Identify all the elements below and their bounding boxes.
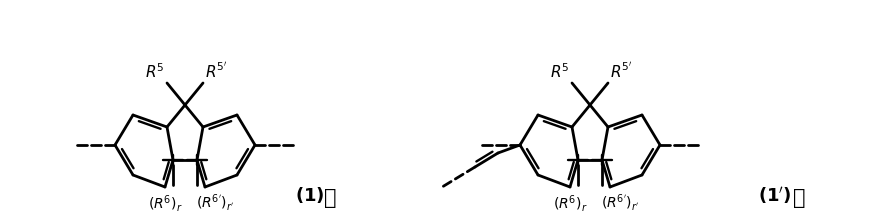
Text: $(R^{6'})_{r'}$: $(R^{6'})_{r'}$: [601, 193, 639, 213]
Text: $R^5$: $R^5$: [550, 62, 570, 81]
Text: $\mathbf{(1)}$: $\mathbf{(1)}$: [296, 185, 324, 205]
Text: $R^{5'}$: $R^{5'}$: [610, 62, 632, 81]
Text: $\mathbf{(1')}$: $\mathbf{(1')}$: [758, 184, 792, 206]
Text: $R^5$: $R^5$: [146, 62, 165, 81]
Text: $(R^{6'})_{r'}$: $(R^{6'})_{r'}$: [195, 193, 235, 213]
Text: $(R^6)_r$: $(R^6)_r$: [147, 193, 182, 214]
Text: $R^{5'}$: $R^{5'}$: [205, 62, 228, 81]
Text: 、: 、: [324, 188, 337, 208]
Text: 、: 、: [793, 188, 805, 208]
Text: $(R^6)_r$: $(R^6)_r$: [553, 193, 588, 214]
